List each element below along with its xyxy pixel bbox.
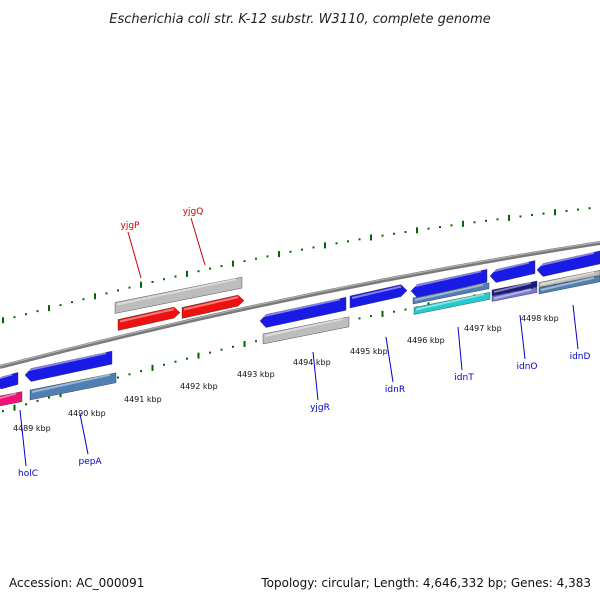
scale-label: 4498 kbp	[521, 314, 559, 323]
scale-label: 4494 kbp	[293, 358, 331, 367]
gene-block-yjgPQ-grey-shine	[116, 278, 237, 306]
genome-backbone	[0, 241, 600, 369]
scale-label: 4493 kbp	[237, 370, 275, 379]
gene-idnT-blue[interactable]	[410, 269, 488, 298]
gene-label-leader	[19, 409, 27, 467]
gene-idnO-purple-shine	[493, 288, 532, 300]
gene-label-idnO[interactable]: idnO	[516, 362, 537, 372]
gene-label-idnR[interactable]: idnR	[385, 385, 405, 395]
gene-label-yjgQ[interactable]: yjgQ	[183, 207, 204, 217]
gene-yjgP[interactable]	[117, 306, 181, 331]
gene-idnT-steel-shine	[414, 283, 484, 301]
gene-idnD-grey-shine	[540, 271, 595, 286]
gene-yjgQ-shine	[183, 296, 239, 311]
scale-labels: 4489 kbp 4490 kbp 4491 kbp 4492 kbp 4493 kbp…	[13, 314, 559, 433]
scale-label: 4495 kbp	[350, 347, 388, 356]
gene-idnO-blue[interactable]	[489, 260, 536, 283]
gene-label-pepA[interactable]: pepA	[78, 457, 102, 467]
map-title: Escherichia coli str. K-12 substr. W3110…	[109, 12, 490, 27]
gene-label-leader	[127, 231, 142, 279]
gene-holC-blue[interactable]	[0, 372, 19, 390]
scale-label: 4496 kbp	[407, 336, 445, 345]
gene-pepA[interactable]	[29, 372, 117, 401]
gene-yjgP-shine	[119, 308, 175, 323]
gene-pepA-blue[interactable]	[24, 350, 113, 382]
gene-yjgR[interactable]	[262, 316, 350, 345]
accession-text: Accession: AC_000091	[9, 576, 144, 590]
gene-labels: holC pepA yjgP yjgQ yjgR idnR idnT idnO idnD	[18, 207, 590, 479]
gene-idnO-purple[interactable]	[491, 287, 538, 302]
gene-idnR[interactable]	[349, 284, 408, 309]
gene-idnD-blue-shine	[538, 251, 595, 267]
gene-label-leader	[79, 413, 89, 455]
scale-label: 4492 kbp	[180, 382, 218, 391]
scale-label: 4497 kbp	[464, 324, 502, 333]
gene-label-leader	[457, 326, 463, 371]
gene-idnR-shine	[351, 285, 402, 299]
gene-pepA-shine	[31, 373, 111, 393]
gene-idnT-steel[interactable]	[412, 282, 490, 305]
genome-backbone-highlight	[0, 241, 600, 367]
gene-label-yjgR[interactable]: yjgR	[310, 403, 330, 413]
gene-label-leader	[312, 351, 319, 401]
gene-holC-shine	[0, 392, 17, 400]
gene-features	[0, 250, 600, 407]
gene-idnO-shine	[493, 282, 532, 293]
gene-idnO-blue-shine	[491, 261, 530, 273]
gene-block-yjgPQ-grey[interactable]	[114, 276, 243, 314]
gene-yjgR-blue[interactable]	[259, 297, 347, 328]
gene-yjgR-blue-shine	[261, 298, 341, 318]
gene-holC-blue-shine	[0, 373, 13, 380]
scale-label: 4490 kbp	[68, 409, 106, 418]
gene-idnD-blue[interactable]	[536, 250, 600, 277]
gene-pepA-blue-shine	[26, 352, 107, 372]
gene-idnT-shine	[415, 293, 485, 311]
gene-label-holC[interactable]: holC	[18, 469, 38, 479]
gene-label-leader	[519, 314, 526, 360]
gene-label-yjgP[interactable]: yjgP	[121, 221, 141, 231]
gene-idnO[interactable]	[491, 280, 538, 297]
gene-label-leader	[572, 304, 579, 350]
gene-yjgQ[interactable]	[181, 294, 245, 319]
gene-label-idnD[interactable]: idnD	[570, 352, 591, 362]
gene-idnD[interactable]	[538, 275, 600, 295]
gene-label-leader	[385, 336, 394, 383]
gene-yjgR-shine	[264, 317, 344, 337]
gene-label-idnT[interactable]: idnT	[454, 373, 474, 383]
gene-holC[interactable]	[0, 391, 23, 407]
upper-tick-track	[2, 207, 591, 324]
gene-idnD-shine	[540, 276, 595, 291]
gene-idnD-grey[interactable]	[538, 270, 600, 288]
gene-idnT-blue-shine	[412, 270, 482, 288]
scale-label: 4489 kbp	[13, 424, 51, 433]
genome-summary-text: Topology: circular; Length: 4,646,332 bp…	[260, 576, 591, 590]
gene-idnT[interactable]	[413, 292, 491, 315]
gene-label-leader	[190, 217, 206, 266]
scale-label: 4491 kbp	[124, 395, 162, 404]
